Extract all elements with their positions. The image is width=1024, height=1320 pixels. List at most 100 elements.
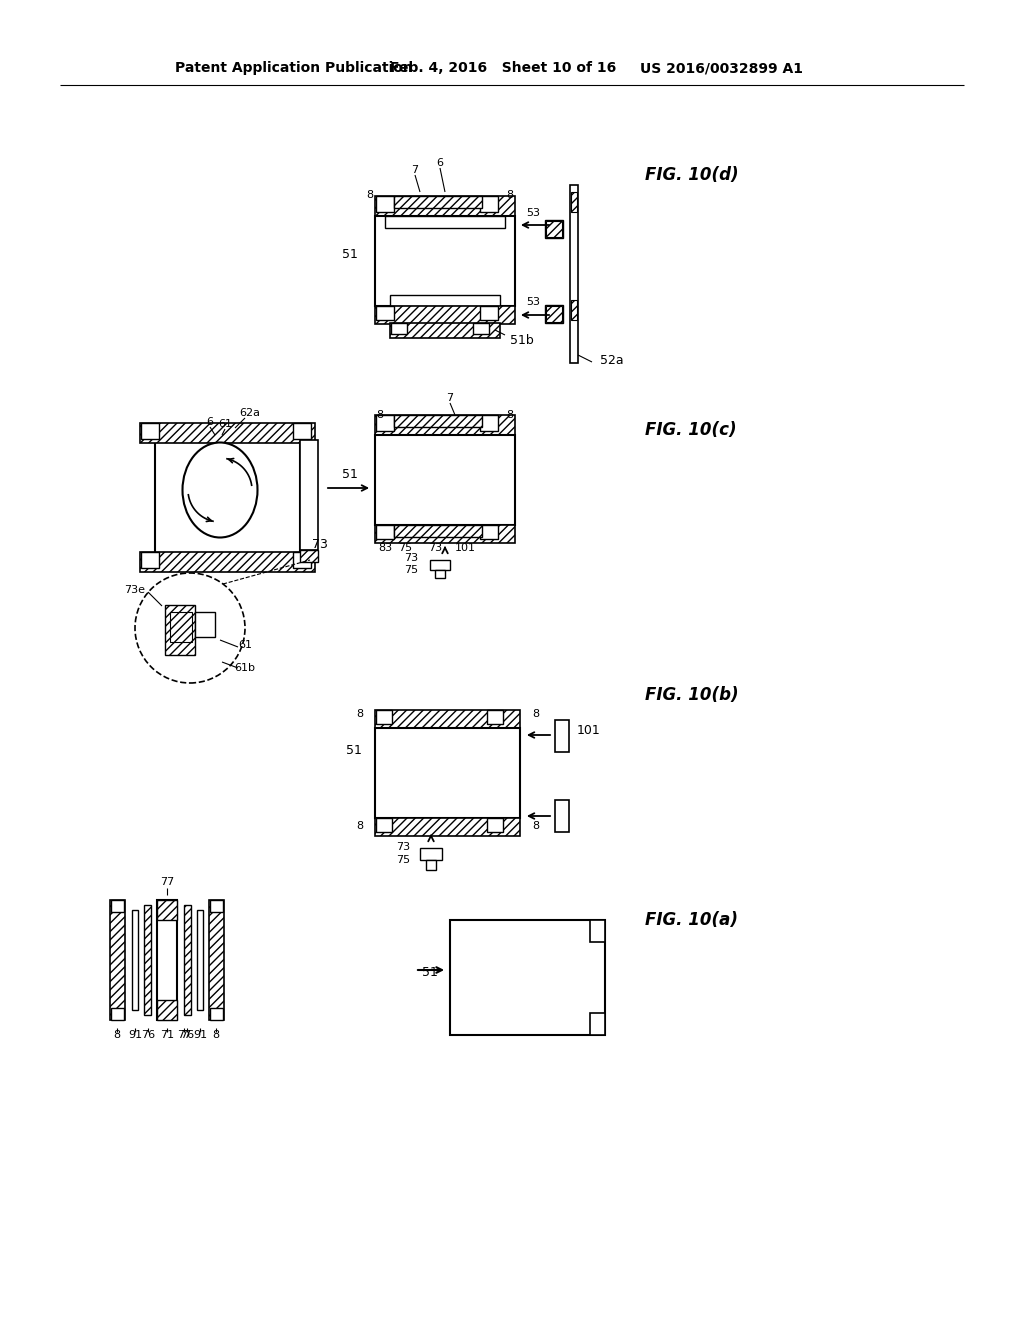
Bar [590,1012,605,1035]
Bar [385,216,505,228]
Bar [375,729,520,818]
Bar [473,323,489,334]
Bar [375,306,515,323]
Bar [394,195,482,209]
Bar [375,525,515,543]
Bar [390,323,500,338]
Text: 8: 8 [114,1030,121,1040]
Text: 51: 51 [422,965,438,978]
Bar [376,306,394,319]
Bar [170,612,193,642]
Text: FIG. 10(c): FIG. 10(c) [645,421,736,440]
Bar [209,900,224,1020]
Bar [376,525,394,539]
Text: 8: 8 [507,411,514,420]
Bar [545,305,563,323]
Bar [590,920,605,942]
Text: 8: 8 [356,821,362,832]
Text: 52a: 52a [600,354,624,367]
Text: 83: 83 [378,543,392,553]
Text: 51: 51 [342,248,358,261]
Bar [157,1001,177,1020]
Text: FIG. 10(a): FIG. 10(a) [645,911,738,929]
Bar [144,906,151,1015]
Text: 73: 73 [396,842,410,851]
Text: 62a: 62a [240,408,260,418]
Bar [480,525,498,539]
Bar [165,605,195,655]
Text: 51: 51 [342,469,358,482]
Bar [300,550,318,562]
Text: 73: 73 [403,553,418,564]
Text: 73: 73 [312,539,328,552]
Text: 73e: 73e [124,585,145,595]
Bar [487,710,503,723]
Bar [545,220,563,238]
Bar [195,612,215,638]
Text: 51b: 51b [510,334,534,346]
Text: 8: 8 [532,709,539,719]
Text: FIG. 10(d): FIG. 10(d) [645,166,738,183]
Bar [375,818,520,836]
Text: 53: 53 [526,209,540,218]
Bar [480,306,498,319]
Bar [450,920,605,1035]
Text: Feb. 4, 2016   Sheet 10 of 16: Feb. 4, 2016 Sheet 10 of 16 [390,61,616,75]
Bar [394,525,482,537]
Bar [375,195,515,216]
Bar [140,552,315,572]
Text: 61: 61 [218,418,232,429]
Bar [375,436,515,525]
Text: 8: 8 [367,190,374,201]
Bar [210,900,223,912]
Bar [155,430,300,554]
Bar [376,195,394,213]
Bar [375,710,520,729]
Bar [571,191,577,213]
Bar [420,847,442,861]
Text: 61b: 61b [234,663,256,673]
Bar [480,414,498,432]
Bar [546,306,562,322]
Bar [111,900,124,912]
Text: 8: 8 [507,190,514,201]
Bar [132,909,138,1010]
Text: US 2016/0032899 A1: US 2016/0032899 A1 [640,61,803,75]
Bar [141,422,159,440]
Bar [184,906,191,1015]
Bar [487,818,503,832]
Text: 61: 61 [238,640,252,649]
Text: 8: 8 [356,709,362,719]
Text: 77: 77 [177,1030,191,1040]
Text: 71: 71 [160,1030,174,1040]
Bar [570,185,578,363]
Bar [390,294,500,306]
Bar [141,552,159,568]
Bar [394,414,482,426]
Text: 51: 51 [346,743,362,756]
Bar [391,323,407,334]
Bar [435,570,445,578]
Ellipse shape [182,442,257,537]
Bar [197,909,203,1010]
Text: 101: 101 [577,723,601,737]
Text: 7: 7 [412,165,419,176]
Text: 75: 75 [396,855,410,865]
Text: 8: 8 [532,821,539,832]
Text: 101: 101 [455,543,475,553]
Text: 91: 91 [128,1030,142,1040]
Text: 6: 6 [436,158,443,168]
Bar [300,440,318,550]
Text: 8: 8 [377,411,384,420]
Bar [110,900,125,1020]
Bar [376,818,392,832]
Text: Patent Application Publication: Patent Application Publication [175,61,413,75]
Text: 7: 7 [446,393,454,403]
Text: 53: 53 [526,297,540,308]
Bar [546,220,562,238]
Bar [111,1008,124,1020]
Text: FIG. 10(b): FIG. 10(b) [645,686,738,704]
Bar [376,414,394,432]
Text: 6: 6 [207,417,213,426]
Text: 76: 76 [141,1030,155,1040]
